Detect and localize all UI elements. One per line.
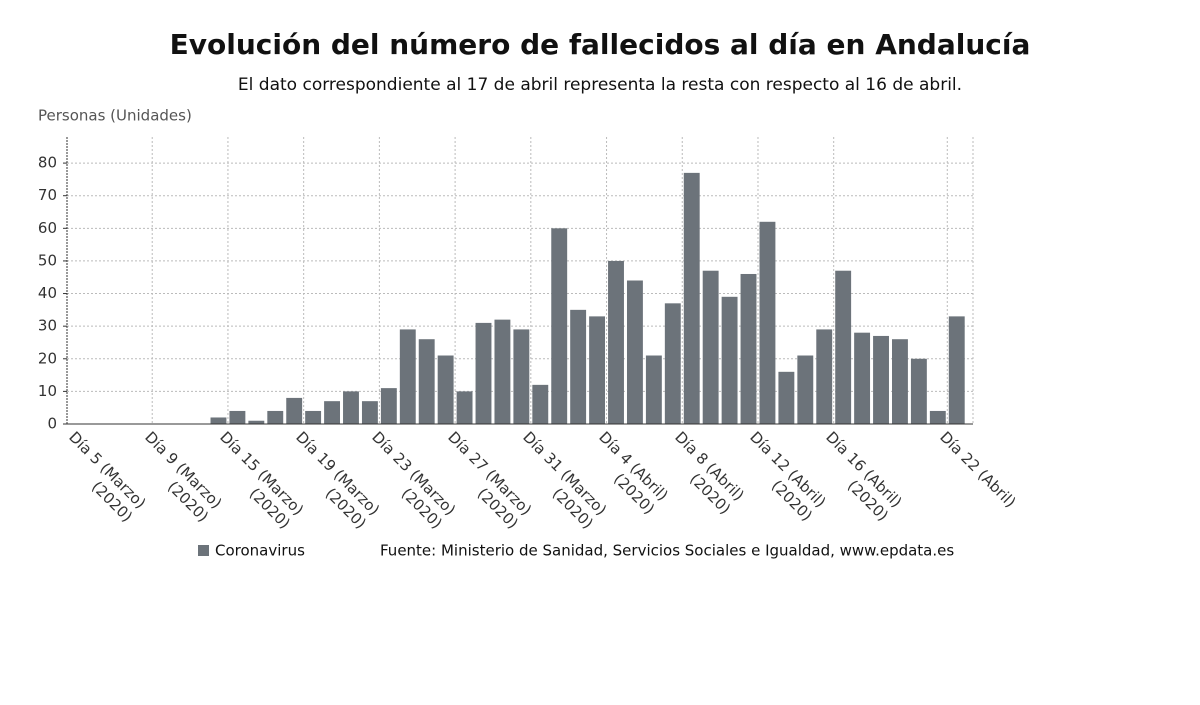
bar — [229, 410, 246, 424]
bar — [702, 270, 719, 424]
bar — [343, 391, 359, 424]
bar — [873, 335, 889, 424]
bar — [589, 316, 606, 424]
bar — [645, 355, 662, 424]
bar — [380, 388, 397, 424]
bar — [626, 280, 643, 424]
bar — [816, 329, 833, 424]
bar — [532, 384, 549, 424]
bar — [456, 391, 473, 424]
bar — [361, 401, 378, 424]
y-tick-label: 70 — [38, 186, 57, 204]
bar — [608, 260, 624, 424]
y-tick-label: 30 — [38, 317, 57, 335]
source: Fuente: Ministerio de Sanidad, Servicios… — [380, 542, 954, 560]
bar — [892, 339, 908, 424]
bar — [513, 329, 530, 424]
bar — [437, 355, 454, 424]
bar — [418, 339, 435, 424]
chart-title: Evolución del número de fallecidos al dí… — [170, 28, 1031, 61]
legend-swatch — [198, 545, 209, 556]
y-tick-label: 60 — [38, 219, 57, 237]
bar — [835, 270, 852, 424]
bar — [721, 296, 738, 424]
bar — [948, 316, 965, 424]
bar — [778, 371, 795, 424]
y-tick-label: 50 — [38, 251, 57, 269]
bar — [475, 322, 492, 424]
y-tick-label: 40 — [38, 284, 57, 302]
bar — [399, 329, 416, 424]
bar — [494, 319, 511, 424]
bar — [570, 309, 587, 424]
bar — [210, 417, 227, 424]
bar — [740, 273, 757, 424]
y-tick-label: 10 — [38, 382, 57, 400]
bar — [683, 172, 700, 424]
bar — [551, 228, 568, 424]
bar — [305, 410, 322, 424]
bar — [267, 410, 284, 424]
bar — [664, 303, 681, 424]
chart-subtitle: El dato correspondiente al 17 de abril r… — [238, 75, 962, 95]
bar — [248, 420, 265, 424]
bar — [797, 355, 814, 424]
bar — [759, 221, 776, 424]
bar — [324, 401, 341, 424]
y-tick-label: 80 — [38, 154, 57, 172]
bar — [286, 397, 303, 424]
bar — [910, 358, 927, 424]
bar — [929, 410, 946, 424]
bar — [854, 332, 871, 424]
y-tick-label: 0 — [47, 415, 57, 433]
y-axis-label: Personas (Unidades) — [38, 107, 192, 125]
y-tick-label: 20 — [38, 349, 57, 367]
legend-label: Coronavirus — [215, 542, 305, 560]
